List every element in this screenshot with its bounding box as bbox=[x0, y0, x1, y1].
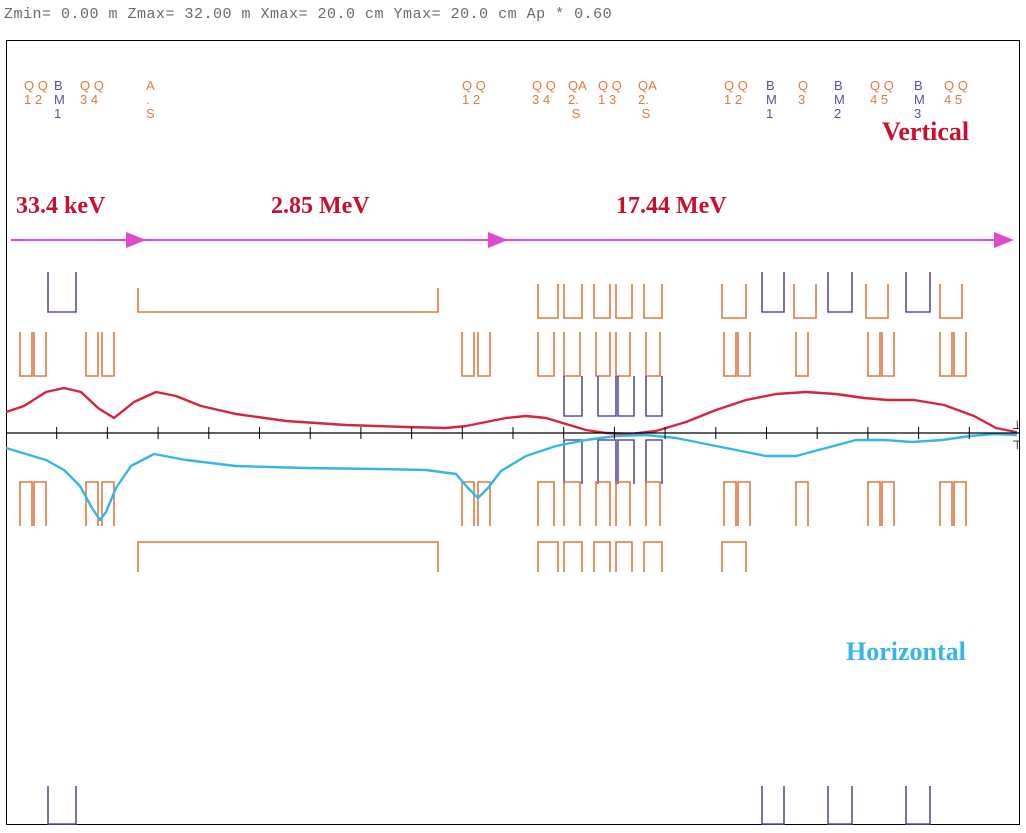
energy-label: 2.85 MeV bbox=[271, 193, 370, 219]
svg-text:⊥: ⊥ bbox=[1012, 418, 1020, 432]
svg-text:QA2. S: QA2. S bbox=[568, 78, 587, 121]
horizontal-label: Horizontal bbox=[846, 637, 966, 666]
svg-text:Q Q1 2: Q Q1 2 bbox=[462, 78, 486, 107]
svg-text:⊤: ⊤ bbox=[1012, 438, 1020, 452]
svg-text:BM1: BM1 bbox=[766, 78, 777, 121]
svg-text:Q Q4 5: Q Q4 5 bbox=[944, 78, 968, 107]
energy-label: 33.4 keV bbox=[16, 193, 106, 219]
svg-text:QA2. S: QA2. S bbox=[638, 78, 657, 121]
energy-label: 17.44 MeV bbox=[616, 193, 727, 219]
svg-text:Q Q3 4: Q Q3 4 bbox=[80, 78, 104, 107]
svg-text:Q3: Q3 bbox=[798, 78, 808, 107]
vertical-label: Vertical bbox=[882, 117, 969, 146]
svg-text:Q Q1 2: Q Q1 2 bbox=[24, 78, 48, 107]
svg-text:BM3: BM3 bbox=[914, 78, 925, 121]
svg-text:Q Q1 2: Q Q1 2 bbox=[724, 78, 748, 107]
svg-text:BM2: BM2 bbox=[834, 78, 845, 121]
plot-svg: ⊥ ⊤ Q Q1 2 BM1 Q Q3 4 A.S Q Q1 2 Q Q3 4 QA2. S Q … bbox=[6, 40, 1020, 825]
svg-text:Q Q1 3: Q Q1 3 bbox=[598, 78, 622, 107]
svg-text:Q Q3 4: Q Q3 4 bbox=[532, 78, 556, 107]
header-params: Zmin= 0.00 m Zmax= 32.00 m Xmax= 20.0 cm… bbox=[4, 6, 612, 23]
svg-text:Q Q4 5: Q Q4 5 bbox=[870, 78, 894, 107]
beam-envelope-plot: ⊥ ⊤ Q Q1 2 BM1 Q Q3 4 A.S Q Q1 2 Q Q3 4 QA2. S Q … bbox=[6, 40, 1020, 825]
svg-text:BM1: BM1 bbox=[54, 78, 65, 121]
svg-text:A.S: A.S bbox=[146, 78, 155, 121]
